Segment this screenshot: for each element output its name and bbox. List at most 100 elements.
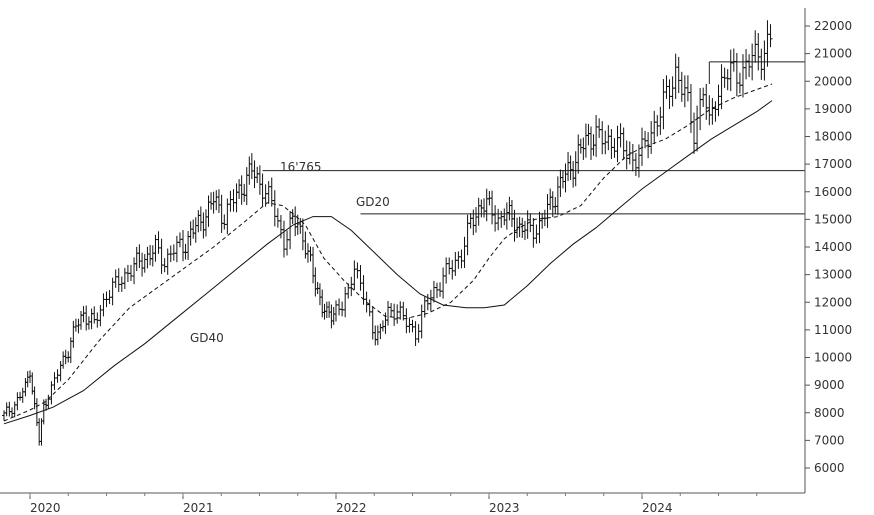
- price-bar: [698, 88, 703, 131]
- price-bar: [540, 212, 545, 229]
- y-tick-label: 19000: [814, 102, 852, 116]
- price-bar: [231, 189, 236, 212]
- price-bar: [89, 308, 94, 330]
- price-bar: [7, 401, 12, 417]
- price-bar: [352, 260, 357, 291]
- price-bar: [198, 206, 203, 232]
- price-bar: [4, 402, 9, 417]
- price-bar: [313, 267, 318, 297]
- price-bar: [606, 125, 611, 151]
- price-bar: [324, 301, 329, 319]
- price-bar: [392, 303, 397, 326]
- price-bar: [242, 183, 247, 202]
- price-bar: [15, 392, 20, 411]
- price-bar: [713, 101, 718, 122]
- price-bar: [573, 151, 578, 187]
- price-bar: [762, 40, 767, 81]
- price-bar: [583, 123, 588, 158]
- price-bar: [177, 232, 182, 248]
- gd40-line: [3, 100, 773, 425]
- price-bar: [73, 318, 78, 332]
- price-bar: [401, 301, 406, 321]
- peak-label: 16'765: [280, 160, 321, 174]
- price-bar: [725, 69, 730, 91]
- price-bar: [576, 134, 581, 174]
- y-tick-label: 17000: [814, 157, 852, 171]
- price-bar: [293, 206, 298, 237]
- price-bar: [545, 194, 550, 228]
- price-bar: [12, 401, 17, 418]
- price-bar: [744, 49, 749, 80]
- price-bar: [86, 316, 91, 330]
- price-bar: [305, 243, 310, 263]
- price-bar: [380, 320, 385, 332]
- x-tick-label: 2021: [183, 501, 214, 515]
- y-tick-label: 22000: [814, 19, 852, 33]
- price-bar: [84, 305, 89, 331]
- price-bar: [710, 98, 715, 125]
- price-bar: [211, 191, 216, 214]
- price-bar: [664, 75, 669, 99]
- price-bar: [317, 283, 322, 306]
- price-bar: [484, 188, 489, 222]
- price-bar: [343, 286, 348, 318]
- price-bar: [520, 217, 525, 238]
- y-tick-label: 13000: [814, 268, 852, 282]
- price-bar: [462, 236, 467, 268]
- price-bar: [507, 196, 512, 221]
- price-bar: [502, 208, 507, 226]
- price-bar: [181, 229, 185, 262]
- price-bar: [257, 165, 262, 195]
- price-bar: [704, 83, 709, 120]
- price-bar: [288, 211, 293, 250]
- price-bar: [249, 153, 254, 180]
- price-bar: [728, 49, 733, 92]
- price-bar: [119, 276, 124, 292]
- x-tick-label: 2023: [489, 501, 520, 515]
- price-bar: [10, 407, 15, 419]
- price-bar: [101, 293, 106, 317]
- price-bar: [618, 123, 623, 148]
- y-tick-label: 9000: [814, 378, 845, 392]
- price-bar: [633, 152, 638, 176]
- price-bar: [571, 161, 576, 188]
- price-bar: [331, 306, 336, 325]
- price-bar: [649, 121, 654, 154]
- y-tick-label: 11000: [814, 323, 852, 337]
- price-bar: [615, 125, 620, 163]
- x-tick-label: 2022: [336, 501, 367, 515]
- price-bar: [740, 54, 745, 98]
- price-bar: [679, 71, 684, 102]
- price-bar: [58, 361, 63, 382]
- price-bar: [555, 176, 560, 216]
- price-bar: [148, 244, 153, 266]
- price-bar: [661, 79, 666, 130]
- price-bar: [79, 310, 83, 330]
- horizontal-levels: [262, 61, 805, 215]
- price-bar: [150, 245, 155, 267]
- price-bar: [682, 75, 687, 108]
- price-bar: [490, 190, 495, 225]
- price-bar: [612, 138, 617, 158]
- price-bar: [71, 320, 76, 348]
- price-bar: [349, 276, 354, 297]
- price-bar: [128, 264, 133, 281]
- price-bar: [537, 211, 542, 244]
- x-tick-label: 2024: [642, 501, 673, 515]
- price-bar: [476, 197, 481, 226]
- y-tick-label: 15000: [814, 212, 852, 226]
- price-bar: [191, 219, 196, 239]
- price-bar: [548, 188, 553, 210]
- y-tick-label: 6000: [814, 461, 845, 475]
- price-bar: [734, 52, 739, 97]
- price-bar: [275, 208, 280, 228]
- price-bar: [407, 317, 412, 333]
- price-bar: [1, 410, 6, 421]
- price-bar: [453, 251, 458, 276]
- price-bar: [92, 306, 97, 324]
- price-bar: [525, 210, 530, 239]
- price-bar: [636, 144, 641, 178]
- price-bar: [404, 308, 409, 334]
- price-bar: [61, 351, 66, 369]
